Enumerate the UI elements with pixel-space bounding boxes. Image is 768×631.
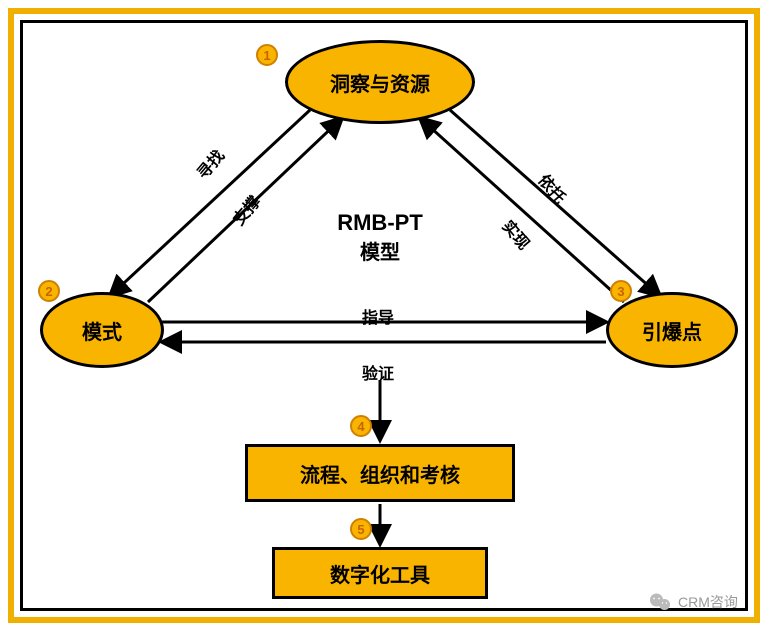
edge-e4: [420, 118, 624, 302]
node-tipping-point: 引爆点: [606, 292, 738, 368]
badge-5: 5: [350, 518, 372, 540]
node-insight-resources: 洞察与资源: [285, 40, 475, 124]
node-label: 数字化工具: [330, 559, 430, 588]
node-pattern: 模式: [40, 292, 164, 368]
badge-num: 4: [357, 419, 364, 434]
wechat-icon: [648, 590, 672, 614]
watermark: CRM咨询: [648, 590, 738, 614]
badge-4: 4: [350, 415, 372, 437]
node-label: 流程、组织和考核: [300, 459, 460, 488]
badge-num: 2: [45, 284, 52, 299]
badge-1: 1: [256, 44, 278, 66]
edge-e1: [110, 110, 310, 296]
center-title-line2: 模型: [320, 236, 440, 265]
center-title-line1: RMB-PT: [320, 210, 440, 236]
badge-3: 3: [610, 280, 632, 302]
badge-num: 5: [357, 522, 364, 537]
watermark-text: CRM咨询: [678, 592, 738, 612]
center-title: RMB-PT 模型: [320, 210, 440, 265]
node-label: 引爆点: [642, 316, 702, 345]
edge-label-e6: 验证: [362, 360, 394, 384]
badge-num: 3: [617, 284, 624, 299]
node-label: 洞察与资源: [330, 68, 430, 97]
badge-2: 2: [38, 280, 60, 302]
node-digital-tools: 数字化工具: [272, 547, 488, 599]
node-process-org: 流程、组织和考核: [245, 444, 515, 502]
badge-num: 1: [263, 48, 270, 63]
edge-label-e5: 指导: [362, 304, 394, 328]
node-label: 模式: [82, 316, 122, 345]
